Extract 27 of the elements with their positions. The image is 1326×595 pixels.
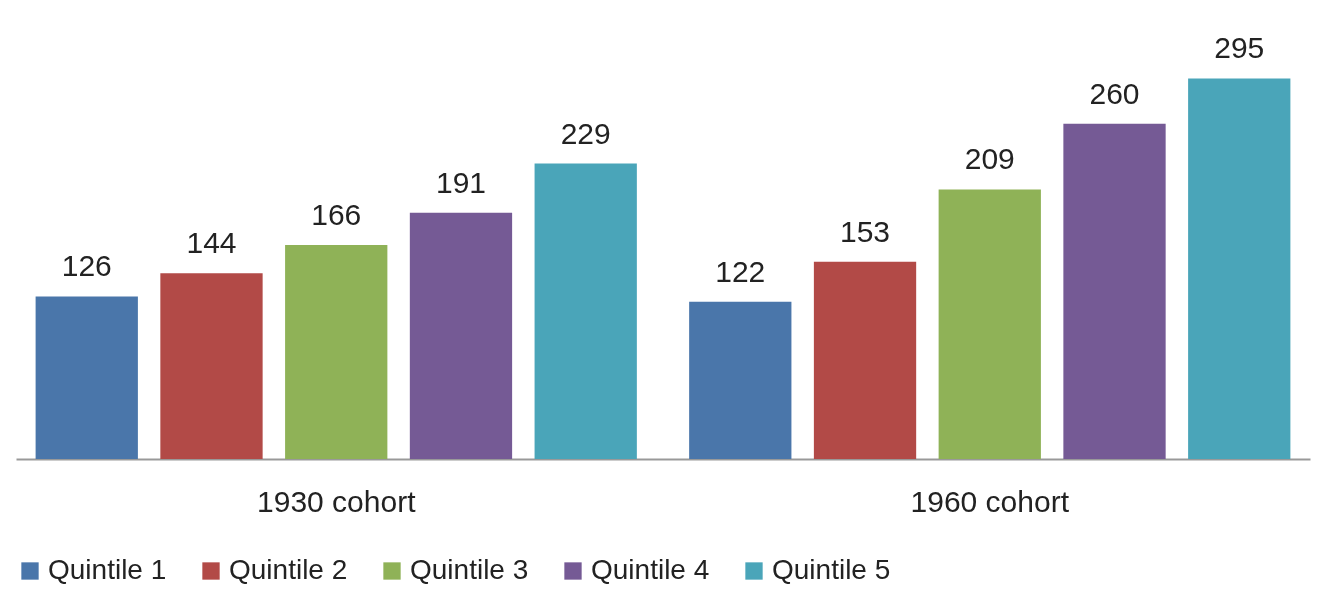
bar	[1188, 78, 1291, 459]
data-label: 209	[964, 142, 1015, 176]
data-label: 126	[61, 249, 112, 283]
data-label: 144	[186, 226, 237, 260]
legend-label: Quintile 1	[48, 554, 167, 585]
data-label: 260	[1089, 76, 1140, 110]
data-label: 295	[1214, 31, 1265, 65]
bar	[938, 189, 1041, 459]
bar	[285, 244, 388, 459]
x-tick-label: 1930 cohort	[257, 484, 417, 518]
data-label: 191	[435, 165, 486, 199]
bar	[35, 296, 138, 459]
legend-label: Quintile 3	[410, 554, 529, 585]
x-tick-label: 1960 cohort	[910, 484, 1070, 518]
legend-label: Quintile 4	[591, 554, 710, 585]
bar	[1063, 123, 1166, 459]
data-label: 122	[715, 254, 766, 288]
data-label: 153	[840, 214, 891, 248]
data-label: 229	[560, 116, 611, 150]
bar	[160, 273, 263, 459]
legend-label: Quintile 5	[772, 554, 891, 585]
data-label: 166	[311, 197, 362, 231]
bar	[689, 301, 792, 459]
legend-label: Quintile 2	[229, 554, 348, 585]
bar	[813, 261, 917, 459]
bar	[534, 163, 637, 459]
bar	[409, 212, 513, 459]
